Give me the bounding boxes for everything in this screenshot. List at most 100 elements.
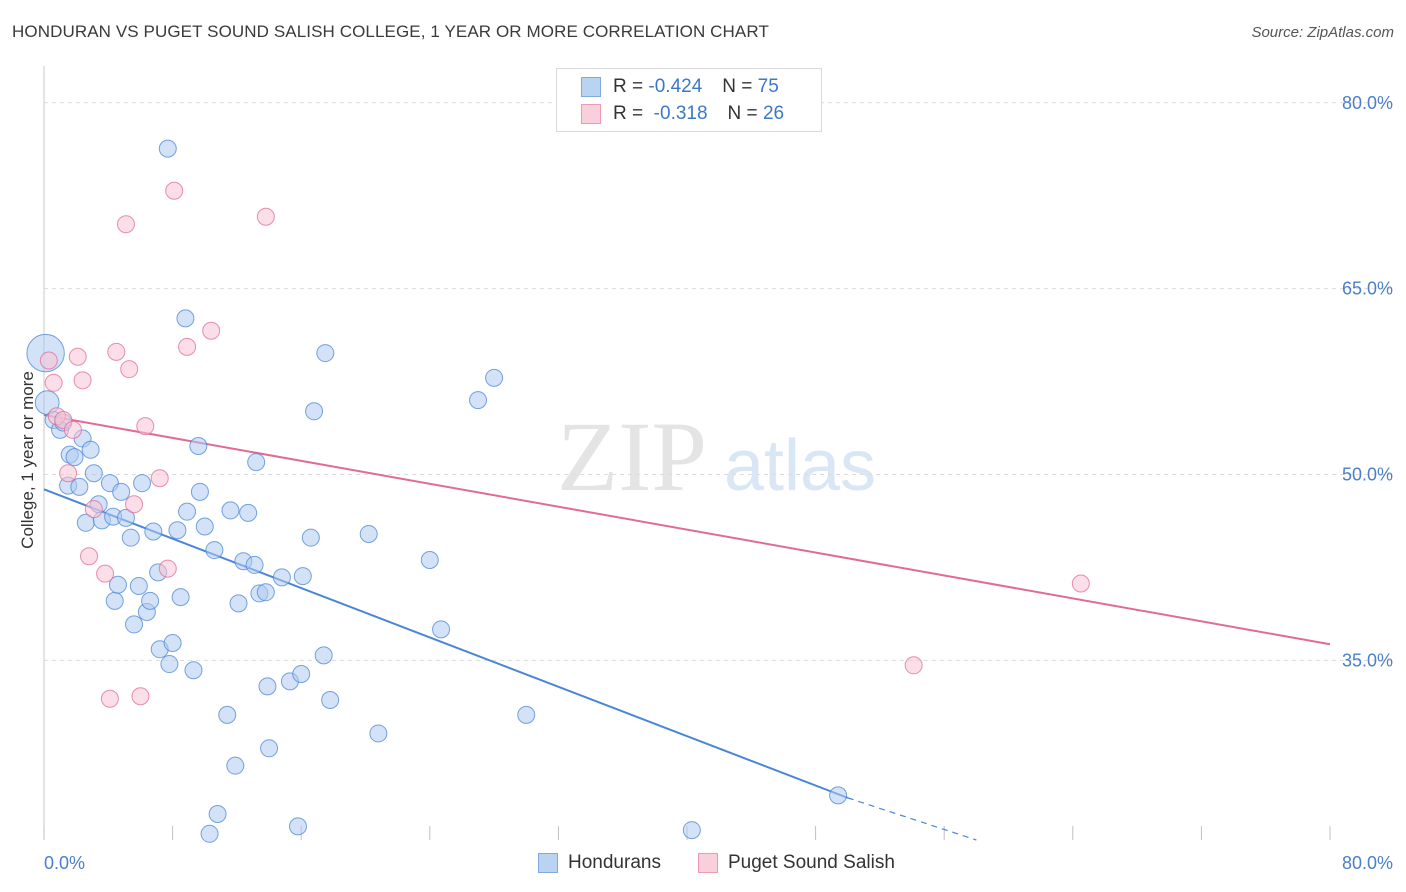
honduran-point bbox=[218, 705, 237, 724]
puget-sound-salish-point bbox=[202, 321, 221, 340]
puget-sound-salish-point bbox=[125, 495, 144, 514]
honduran-point bbox=[485, 368, 504, 387]
honduran-point bbox=[829, 786, 848, 805]
n-value: 26 bbox=[762, 103, 785, 124]
honduran-point bbox=[321, 690, 340, 709]
puget-sound-salish-point bbox=[96, 564, 115, 583]
honduran-point bbox=[288, 817, 307, 836]
puget-sound-salish-point bbox=[165, 181, 184, 200]
honduran-point bbox=[133, 474, 152, 493]
honduran-point bbox=[105, 591, 124, 610]
puget-sound-salish-point bbox=[136, 417, 155, 436]
legend-label-puget-sound-salish: Puget Sound Salish bbox=[728, 852, 895, 873]
honduran-point bbox=[112, 482, 131, 501]
honduran-point bbox=[116, 508, 135, 527]
honduran-point bbox=[239, 503, 258, 522]
honduran-point bbox=[184, 661, 203, 680]
puget-sound-salish-point bbox=[84, 500, 103, 519]
honduran-point bbox=[129, 577, 148, 595]
honduran-point bbox=[168, 521, 187, 540]
legend-item-hondurans[interactable]: Hondurans bbox=[538, 852, 661, 874]
n-value: 75 bbox=[757, 76, 779, 97]
honduran-point bbox=[314, 646, 333, 665]
honduran-point bbox=[65, 448, 84, 467]
honduran-point bbox=[245, 555, 264, 574]
y-tick-label: 80.0% bbox=[1342, 93, 1393, 113]
legend-row-hondurans: R = -0.424 N = 75 bbox=[581, 75, 779, 99]
honduran-point bbox=[158, 139, 177, 158]
honduran-point bbox=[84, 464, 103, 483]
puget-sound-salish-point bbox=[68, 347, 87, 366]
honduran-point bbox=[682, 821, 701, 840]
watermark-atlas: atlas bbox=[724, 426, 876, 506]
n-label: N = bbox=[722, 76, 753, 97]
source-label: Source: ZipAtlas.com bbox=[1251, 24, 1394, 41]
watermark-zip: ZIP bbox=[557, 401, 707, 512]
honduran-point bbox=[81, 440, 100, 459]
honduran-point bbox=[163, 633, 182, 652]
puget-sound-salish-trend-line bbox=[43, 414, 1331, 646]
puget-sound-salish-point bbox=[158, 559, 177, 578]
honduran-point bbox=[221, 501, 240, 520]
honduran-point bbox=[292, 664, 311, 683]
honduran-point bbox=[229, 594, 248, 613]
honduran-point bbox=[272, 568, 291, 587]
puget-sound-salish-point bbox=[1071, 574, 1090, 593]
legend-label-hondurans: Hondurans bbox=[568, 852, 661, 873]
honduran-point bbox=[432, 620, 451, 639]
legend-swatch-puget-sound-salish bbox=[581, 104, 601, 124]
honduran-point bbox=[226, 756, 245, 775]
puget-sound-salish-point bbox=[120, 360, 139, 379]
puget-sound-salish-point bbox=[63, 420, 82, 439]
x-tick-label: 80.0% bbox=[1342, 853, 1393, 873]
y-tick-label: 50.0% bbox=[1342, 464, 1393, 484]
y-tick-label: 35.0% bbox=[1342, 650, 1393, 670]
puget-sound-salish-point bbox=[116, 215, 135, 234]
honduran-point bbox=[420, 550, 439, 569]
honduran-point bbox=[469, 391, 488, 410]
honduran-point bbox=[125, 615, 144, 634]
honduran-point bbox=[178, 502, 197, 521]
legend-row-puget-sound-salish: R = -0.318 N = 26 bbox=[581, 102, 784, 126]
puget-sound-salish-point bbox=[59, 464, 78, 483]
honduran-point bbox=[190, 482, 209, 501]
puget-sound-salish-point bbox=[904, 656, 923, 675]
watermark: ZIP atlas bbox=[557, 401, 876, 512]
honduran-point bbox=[293, 567, 312, 586]
puget-sound-salish-point bbox=[100, 689, 119, 708]
honduran-point bbox=[301, 528, 320, 547]
puget-sound-salish-point bbox=[44, 373, 63, 392]
legend-swatch-hondurans bbox=[581, 77, 601, 97]
honduran-point bbox=[160, 655, 179, 674]
honduran-point bbox=[208, 804, 227, 823]
honduran-point bbox=[316, 344, 335, 363]
honduran-trend-line-extension bbox=[847, 797, 977, 841]
honduran-trend-line bbox=[43, 488, 849, 799]
honduran-point bbox=[256, 583, 275, 602]
puget-sound-salish-point bbox=[131, 687, 150, 706]
honduran-point bbox=[144, 522, 163, 541]
honduran-point bbox=[369, 724, 388, 743]
r-label: R = bbox=[613, 76, 644, 97]
puget-sound-salish-point bbox=[73, 371, 92, 390]
x-tick-label: 0.0% bbox=[44, 853, 85, 873]
legend-swatch-puget-sound-salish bbox=[698, 853, 718, 873]
honduran-point bbox=[176, 309, 195, 328]
y-tick-label: 65.0% bbox=[1342, 279, 1393, 299]
honduran-point bbox=[258, 677, 277, 696]
puget-sound-salish-point bbox=[256, 207, 275, 226]
honduran-point bbox=[260, 739, 279, 758]
honduran-point bbox=[121, 528, 140, 547]
r-value: -0.424 bbox=[648, 76, 703, 97]
honduran-point bbox=[305, 402, 324, 421]
honduran-point bbox=[70, 477, 89, 496]
honduran-point bbox=[517, 705, 536, 724]
legend-item-puget-sound-salish[interactable]: Puget Sound Salish bbox=[698, 852, 895, 874]
r-value: -0.318 bbox=[653, 103, 708, 124]
n-label: N = bbox=[727, 103, 758, 124]
puget-sound-salish-point bbox=[39, 351, 58, 370]
puget-sound-salish-point bbox=[80, 547, 99, 566]
puget-sound-salish-point bbox=[107, 342, 126, 361]
honduran-point bbox=[171, 588, 190, 607]
